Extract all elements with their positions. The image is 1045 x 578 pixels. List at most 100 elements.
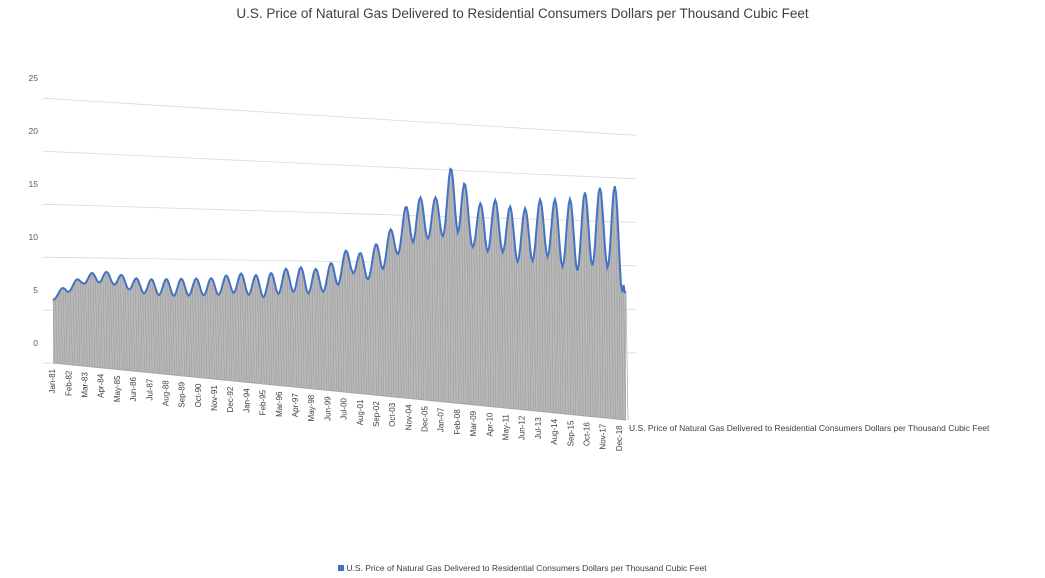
depth-hatch: [356, 262, 360, 394]
x-tick-label: Oct-16: [582, 422, 591, 447]
depth-hatch: [493, 203, 497, 407]
chart-title: U.S. Price of Natural Gas Delivered to R…: [236, 6, 809, 21]
depth-hatch: [197, 279, 200, 378]
depth-hatch: [249, 293, 253, 383]
depth-hatch: [266, 285, 270, 385]
depth-hatch: [545, 251, 549, 413]
depth-hatch: [441, 233, 444, 402]
depth-hatch: [560, 261, 564, 414]
depth-hatch: [381, 267, 385, 396]
depth-hatch: [324, 289, 327, 391]
depth-hatch: [491, 225, 494, 407]
depth-hatch: [174, 294, 178, 376]
depth-hatch: [244, 283, 248, 383]
depth-hatch: [271, 274, 275, 385]
depth-hatch: [184, 287, 188, 377]
depth-hatch: [60, 289, 63, 364]
depth-hatch: [416, 218, 420, 400]
depth-hatch: [311, 280, 315, 389]
depth-hatch: [194, 279, 198, 378]
depth-hatch: [134, 278, 138, 372]
x-tick-label: Feb-95: [259, 389, 268, 415]
depth-hatch: [152, 280, 155, 373]
depth-hatch: [169, 287, 173, 375]
depth-hatch: [428, 235, 432, 401]
depth-hatch: [164, 280, 168, 375]
depth-hatch: [276, 292, 280, 386]
depth-hatch: [625, 292, 629, 421]
depth-hatch: [443, 232, 447, 402]
depth-hatch: [219, 293, 223, 380]
x-tick-label: Sep-15: [566, 420, 575, 446]
depth-hatch: [314, 270, 317, 390]
x-tick-label: Jul-13: [534, 417, 543, 439]
depth-hatch: [232, 291, 235, 381]
depth-hatch: [224, 277, 228, 381]
depth-hatch: [336, 283, 340, 392]
depth-hatch: [334, 273, 337, 392]
depth-hatch: [516, 258, 519, 410]
depth-hatch: [154, 286, 158, 374]
depth-hatch: [379, 255, 382, 396]
depth-hatch: [408, 221, 412, 399]
depth-hatch: [117, 279, 121, 370]
depth-hatch: [618, 236, 621, 420]
x-tick-label: Jan-81: [48, 368, 57, 393]
depth-hatch: [533, 256, 537, 411]
y-tick-label: 15: [29, 179, 39, 189]
x-tick-label: Jun-12: [518, 415, 527, 440]
depth-hatch: [568, 204, 571, 415]
depth-hatch: [319, 280, 322, 390]
depth-hatch: [431, 218, 434, 401]
depth-hatch: [583, 198, 586, 416]
depth-hatch: [598, 193, 601, 418]
depth-hatch: [97, 281, 101, 368]
depth-hatch: [237, 283, 240, 382]
depth-hatch: [329, 265, 332, 391]
depth-hatch: [209, 279, 213, 379]
depth-hatch: [227, 276, 230, 381]
x-tick-label: Feb-82: [64, 370, 73, 396]
x-tick-label: Jan-07: [437, 407, 446, 432]
depth-hatch: [575, 265, 579, 416]
depth-hatch: [57, 294, 61, 364]
x-tick-label: Apr-10: [485, 412, 494, 437]
x-tick-label: May-11: [502, 414, 511, 441]
x-tick-label: Apr-84: [97, 373, 106, 398]
depth-hatch: [242, 274, 245, 382]
depth-hatch: [162, 287, 165, 374]
depth-hatch: [389, 232, 392, 397]
depth-hatch: [384, 265, 387, 396]
depth-hatch: [528, 234, 532, 411]
x-tick-label: Apr-97: [291, 393, 300, 418]
depth-hatch: [321, 290, 325, 390]
depth-hatch: [214, 286, 218, 380]
depth-hatch: [139, 285, 143, 372]
depth-hatch: [304, 280, 307, 389]
depth-hatch: [481, 205, 484, 406]
depth-hatch: [341, 267, 345, 392]
depth-hatch: [433, 200, 437, 401]
depth-hatch: [306, 291, 310, 389]
y-tick-label: 5: [33, 285, 38, 295]
depth-hatch: [279, 291, 283, 386]
y-tick-label: 20: [29, 126, 39, 136]
x-tick-label: Jul-00: [340, 397, 349, 419]
depth-hatch: [463, 183, 467, 404]
depth-hatch: [451, 169, 454, 403]
x-tick-label: Sep-02: [372, 401, 381, 427]
depth-hatch: [570, 203, 574, 415]
depth-hatch: [122, 276, 126, 370]
depth-hatch: [436, 199, 439, 402]
gridline: [42, 150, 637, 180]
depth-hatch: [526, 211, 529, 411]
depth-hatch: [438, 216, 442, 402]
depth-hatch: [119, 275, 123, 370]
y-tick-label: 0: [33, 338, 38, 348]
depth-hatch: [207, 286, 210, 379]
x-tick-label: Jun-99: [323, 396, 332, 421]
depth-hatch: [124, 282, 128, 371]
depth-hatch: [413, 238, 417, 399]
depth-hatch: [72, 285, 76, 365]
depth-hatch: [234, 291, 238, 382]
